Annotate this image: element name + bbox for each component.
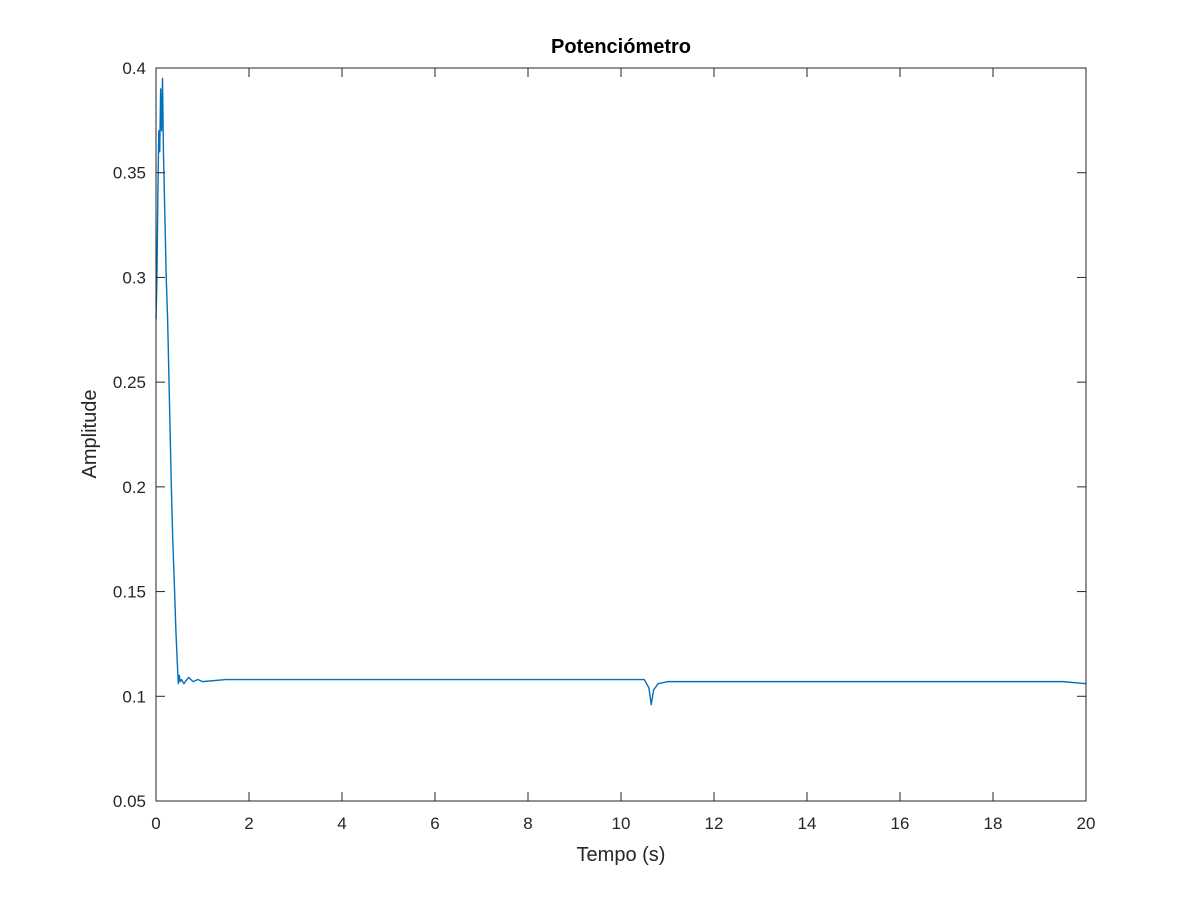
y-tick-label: 0.4 bbox=[122, 59, 146, 78]
x-tick-label: 18 bbox=[984, 814, 1003, 833]
x-tick-label: 20 bbox=[1077, 814, 1096, 833]
chart-title: Potenciómetro bbox=[551, 36, 691, 58]
y-tick-label: 0.35 bbox=[113, 164, 146, 183]
x-axis-label: Tempo (s) bbox=[577, 844, 666, 866]
x-tick-label: 12 bbox=[705, 814, 724, 833]
tick-layer: 0 2 4 6 8 10 12 14 16 18 20 0.05 0.1 0.15 0.2 0.25 0.3 0.… bbox=[113, 59, 1096, 833]
x-tick-label: 10 bbox=[612, 814, 631, 833]
x-tick-label: 2 bbox=[244, 814, 253, 833]
x-tick-label: 0 bbox=[151, 814, 160, 833]
x-tick-label: 8 bbox=[523, 814, 532, 833]
series-layer bbox=[155, 77, 1087, 706]
x-tick-label: 16 bbox=[891, 814, 910, 833]
series-line bbox=[155, 77, 1087, 706]
y-tick-label: 0.05 bbox=[113, 792, 146, 811]
x-tick-label: 4 bbox=[337, 814, 346, 833]
y-tick-label: 0.3 bbox=[122, 268, 146, 287]
y-tick-label: 0.1 bbox=[122, 687, 146, 706]
y-tick-label: 0.25 bbox=[113, 373, 146, 392]
y-tick-label: 0.15 bbox=[113, 583, 146, 602]
plot-area bbox=[156, 68, 1086, 801]
y-tick-label: 0.2 bbox=[122, 478, 146, 497]
x-tick-label: 14 bbox=[798, 814, 817, 833]
y-axis-label: Amplitude bbox=[79, 390, 101, 479]
x-tick-label: 6 bbox=[430, 814, 439, 833]
axes-box bbox=[155, 67, 1087, 802]
